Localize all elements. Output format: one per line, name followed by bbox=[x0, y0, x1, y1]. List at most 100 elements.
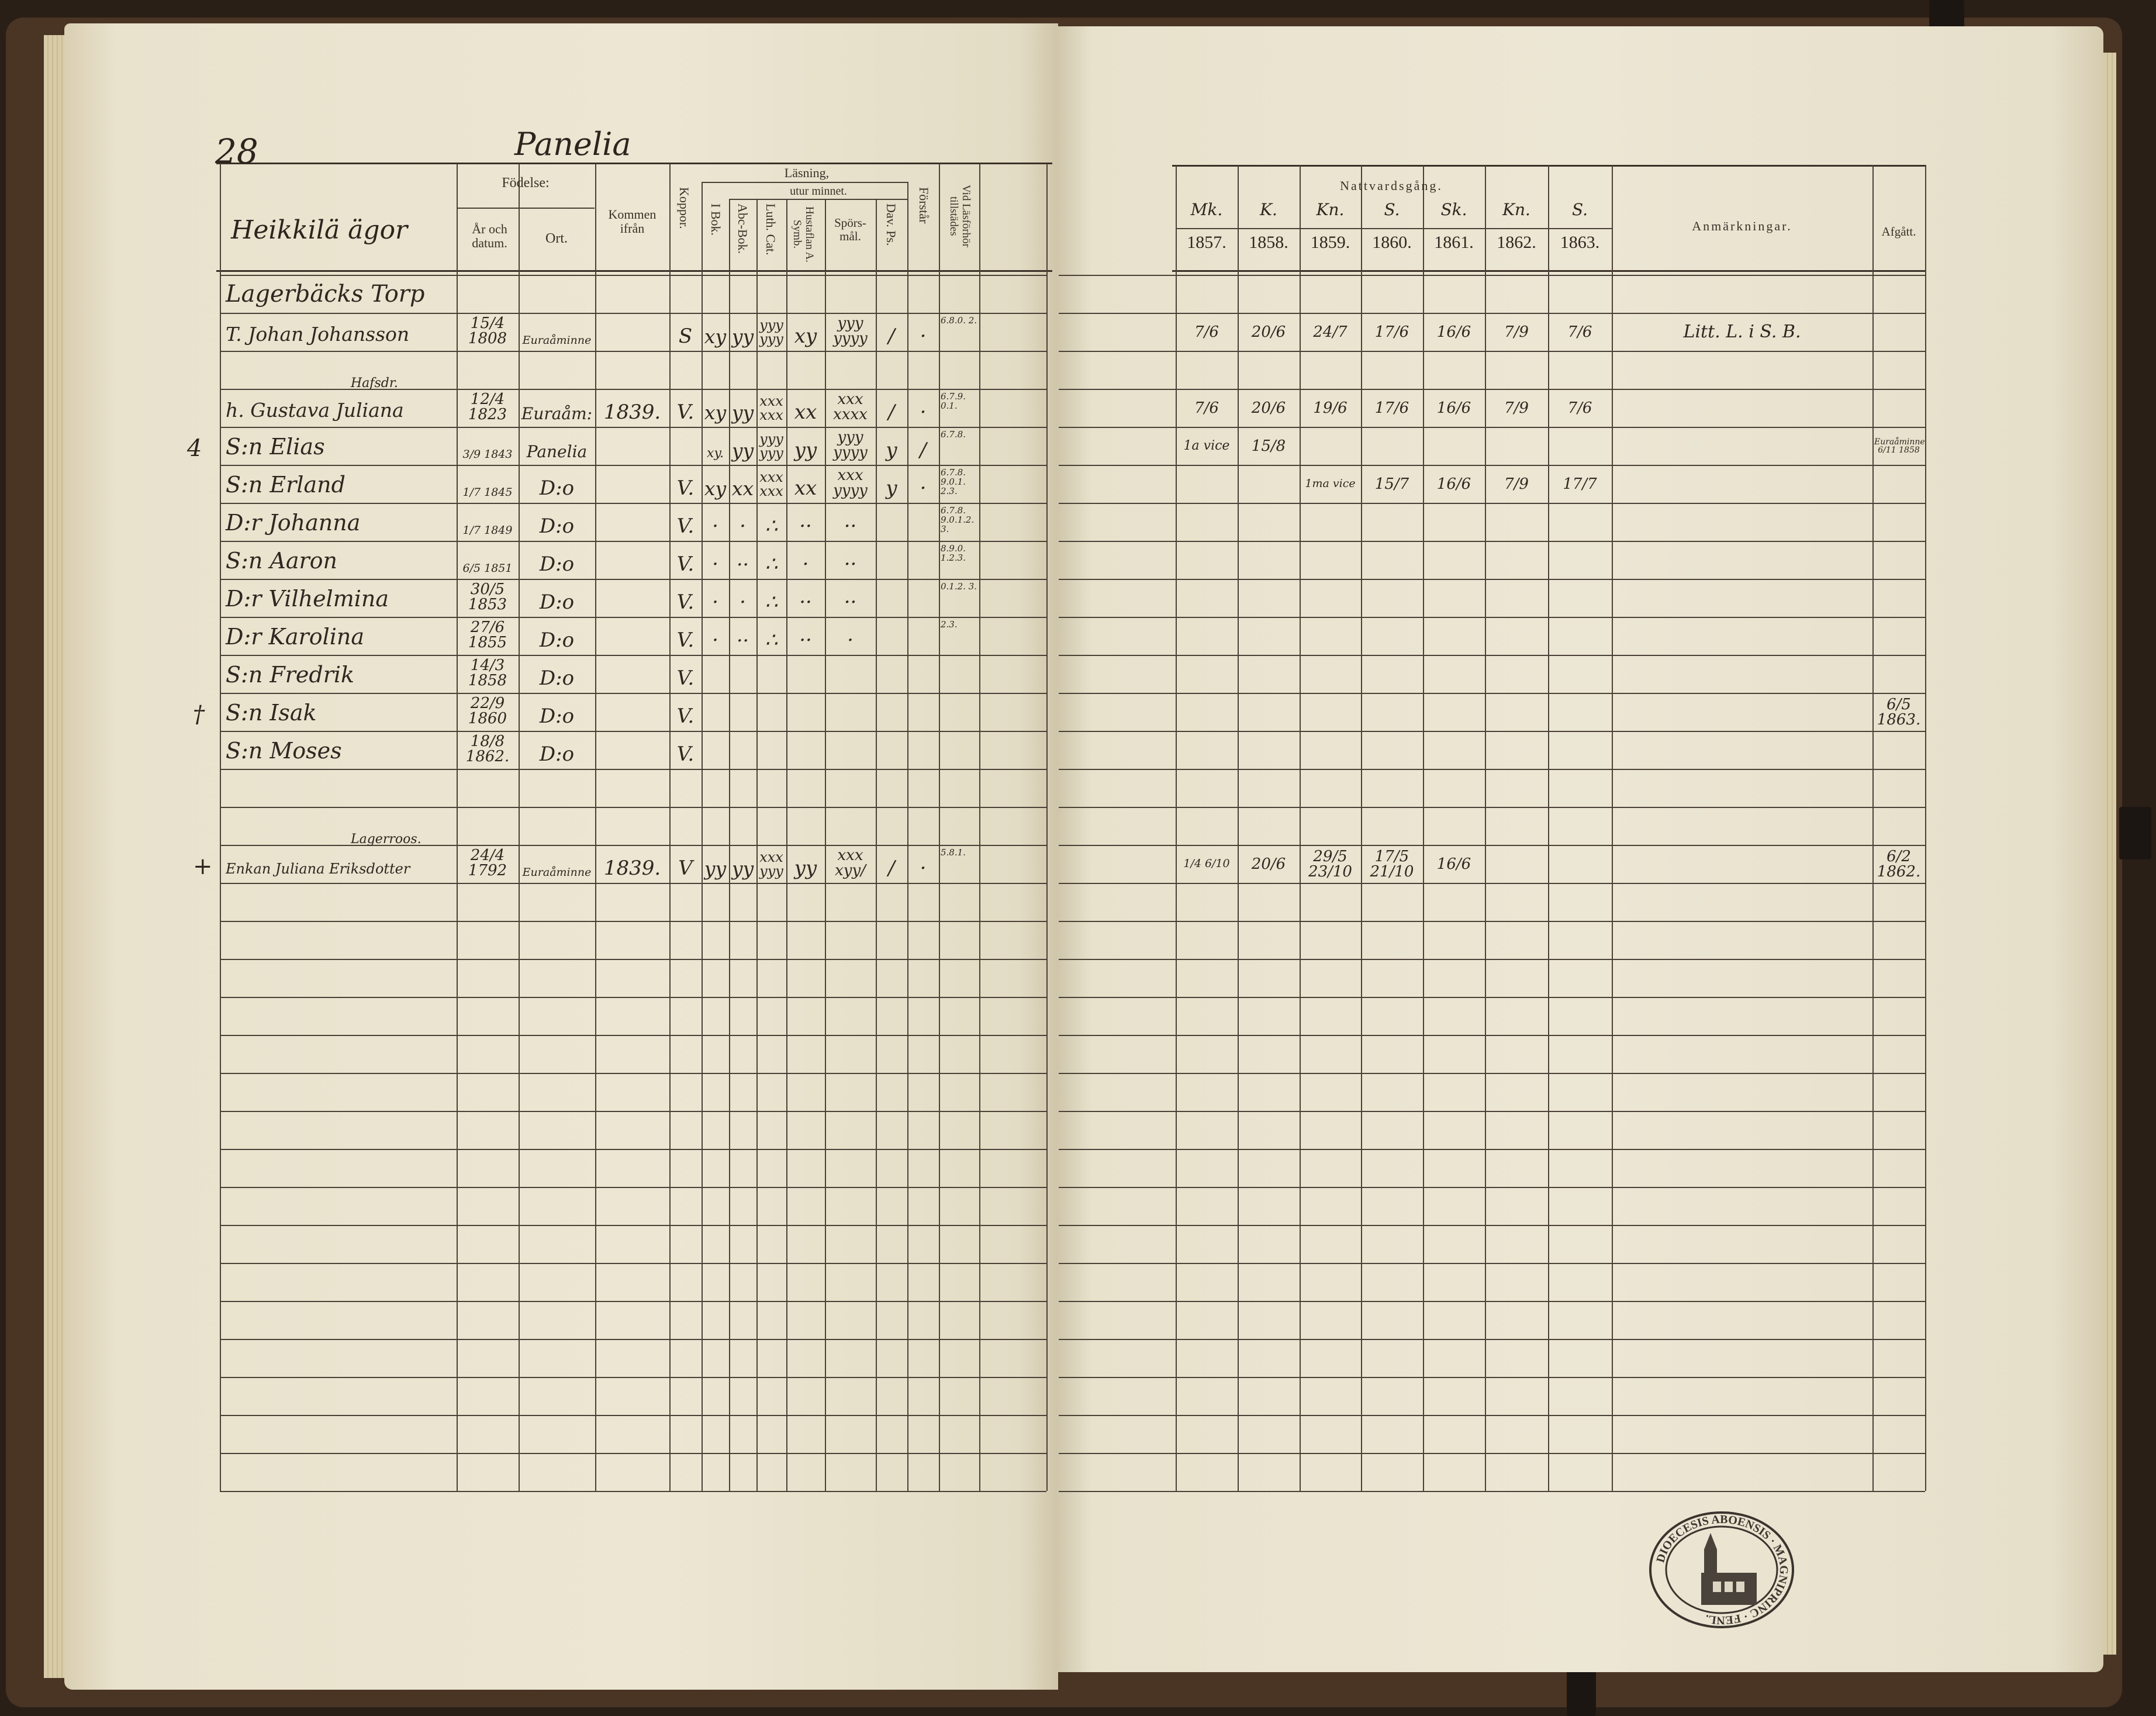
cell-forstar: · bbox=[920, 324, 927, 348]
cell-abc: xx bbox=[731, 477, 754, 500]
cell-dob: 6/5 1851 bbox=[462, 562, 513, 575]
row-rule bbox=[1059, 1225, 1925, 1226]
cell-spors: ·· bbox=[844, 553, 857, 576]
cell-dob: 30/5 1853 bbox=[468, 581, 507, 613]
cell-y1858: 20/6 bbox=[1251, 323, 1286, 341]
row-rule bbox=[220, 313, 1046, 314]
cell-y1863: 7/6 bbox=[1567, 399, 1592, 417]
cell-y1860: 15/7 bbox=[1374, 475, 1409, 493]
cell-y1861: 16/6 bbox=[1436, 855, 1471, 873]
cell-ort: D:o bbox=[539, 553, 575, 576]
header-year-1: 1858. bbox=[1249, 233, 1288, 252]
cell-y1857: 7/6 bbox=[1194, 399, 1219, 417]
ribbon-bookmark bbox=[2119, 807, 2151, 859]
name-note: Hafsdr. bbox=[351, 376, 398, 391]
row-rule bbox=[1059, 427, 1925, 428]
cell-vid: 0.1.2. 3. bbox=[941, 581, 977, 592]
cell-y1857: 1a vice bbox=[1183, 439, 1230, 453]
column-divider bbox=[1046, 164, 1048, 1491]
column-divider bbox=[907, 182, 908, 1491]
header-year-mark-6: S. bbox=[1571, 200, 1588, 219]
cell-dob: 27/6 1855 bbox=[468, 619, 507, 651]
row-rule bbox=[220, 997, 1046, 998]
row-rule bbox=[1059, 655, 1925, 656]
cell-forstar: / bbox=[920, 439, 927, 462]
column-divider bbox=[1300, 165, 1301, 1491]
column-divider bbox=[1485, 165, 1486, 1491]
cell-koppor: V. bbox=[676, 591, 695, 614]
cell-hust: xy bbox=[794, 324, 817, 348]
row-rule bbox=[1059, 1415, 1925, 1416]
cell-ibok: xy bbox=[704, 325, 727, 348]
cell-dav: y bbox=[886, 477, 897, 500]
cell-dav: / bbox=[888, 324, 895, 348]
header-year-mark-4: Sk. bbox=[1440, 200, 1467, 219]
cell-y1863: 17/7 bbox=[1563, 475, 1597, 493]
row-rule bbox=[220, 1339, 1046, 1340]
header-afgatt: Afgått. bbox=[1881, 225, 1916, 239]
row-rule bbox=[220, 807, 1046, 808]
header-vid-lasforhor: Vid Läsförhör tillstädes bbox=[947, 185, 972, 248]
cell-vid: 6.8.0. 2. bbox=[941, 315, 977, 326]
cell-y1858: 20/6 bbox=[1251, 855, 1286, 873]
cell-ort: D:o bbox=[539, 743, 575, 766]
column-divider bbox=[1423, 165, 1424, 1491]
cell-ort: D:o bbox=[539, 705, 575, 728]
row-rule bbox=[220, 959, 1046, 960]
row-rule bbox=[220, 1187, 1046, 1188]
cell-spors: ·· bbox=[844, 591, 857, 614]
row-rule bbox=[1059, 959, 1925, 960]
cell-dob: 18/8 1862. bbox=[465, 733, 510, 765]
row-rule bbox=[220, 1453, 1046, 1454]
header-year-3: 1860. bbox=[1372, 233, 1412, 252]
row-rule bbox=[1059, 1453, 1925, 1454]
cell-hust: ·· bbox=[799, 629, 812, 652]
cell-koppor: V bbox=[678, 857, 693, 880]
cell-y1861: 16/6 bbox=[1436, 399, 1471, 417]
margin-mark: + bbox=[193, 853, 213, 880]
cell-dob: 3/9 1843 bbox=[462, 448, 513, 461]
column-divider bbox=[1238, 165, 1239, 1491]
cell-name: T. Johan Johansson bbox=[226, 323, 410, 346]
column-divider bbox=[1612, 165, 1613, 1491]
row-rule bbox=[220, 769, 1046, 770]
cell-ort: Euraåminne bbox=[522, 866, 592, 879]
cell-ibok: xy bbox=[704, 401, 727, 424]
column-divider bbox=[1176, 165, 1177, 1491]
row-rule bbox=[220, 1263, 1046, 1264]
cell-ibok: xy. bbox=[707, 446, 724, 461]
cell-forstar: · bbox=[920, 400, 927, 424]
header-hustaflan: Hustaflan A. Symb. bbox=[790, 206, 816, 263]
cell-ort: D:o bbox=[539, 515, 575, 538]
header-year-4: 1861. bbox=[1434, 233, 1474, 252]
row-rule bbox=[220, 1149, 1046, 1150]
header-abc: Abc-Bok. bbox=[735, 203, 751, 254]
cell-kommen: 1839. bbox=[603, 857, 661, 880]
cell-abc: ·· bbox=[737, 553, 749, 576]
cell-spors: yyy yyyy bbox=[833, 315, 868, 347]
nattvard-rule bbox=[1176, 228, 1612, 229]
cell-name: D:r Vilhelmina bbox=[226, 586, 389, 612]
cell-spors: yyy yyyy bbox=[833, 429, 868, 461]
cell-y1858: 20/6 bbox=[1251, 399, 1286, 417]
cell-name: Enkan Juliana Eriksdotter bbox=[226, 861, 410, 877]
cell-ibok: · bbox=[712, 591, 718, 614]
row-rule bbox=[220, 883, 1046, 884]
column-divider bbox=[1925, 165, 1926, 1491]
ribbon-bookmark bbox=[1567, 1666, 1596, 1716]
header-bottom-rule bbox=[1172, 270, 1926, 272]
cell-abc: yy bbox=[731, 401, 754, 424]
row-rule bbox=[220, 1225, 1046, 1226]
cell-y1861: 16/6 bbox=[1436, 475, 1471, 493]
cell-abc: yy bbox=[731, 439, 754, 462]
row-rule bbox=[220, 579, 1046, 580]
margin-mark: † bbox=[193, 701, 205, 728]
row-rule bbox=[220, 693, 1046, 694]
village-title: Panelia bbox=[514, 126, 631, 163]
cell-anm: Litt. L. i S. B. bbox=[1683, 322, 1801, 342]
cell-vid: 2.3. bbox=[941, 619, 958, 630]
cell-afgatt: Euraåminne 6/11 1858 bbox=[1874, 437, 1925, 455]
cell-name: D:r Karolina bbox=[226, 624, 365, 650]
column-divider bbox=[669, 164, 671, 1491]
fodelse-rule bbox=[457, 208, 595, 209]
